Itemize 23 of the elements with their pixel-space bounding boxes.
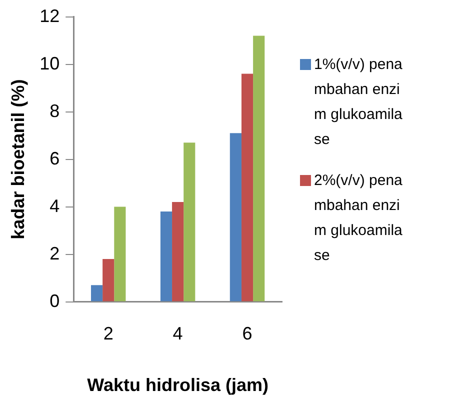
bar — [160, 212, 172, 302]
x-tick-label: 2 — [103, 324, 114, 344]
x-tick-label: 6 — [242, 324, 252, 344]
y-tick-label: 2 — [50, 243, 60, 264]
y-tick-label: 12 — [40, 6, 60, 26]
bar — [184, 142, 196, 302]
bar — [241, 74, 254, 302]
y-tick-label: 4 — [50, 196, 60, 216]
bar — [253, 36, 265, 302]
bar — [90, 285, 103, 302]
y-tick-label: 6 — [50, 148, 60, 168]
bar — [114, 206, 126, 302]
y-axis-title: kadar bioetanil (%) — [8, 79, 28, 240]
legend-label: 2%(v/v) penambahan enzim glukoamilase — [314, 171, 404, 266]
bar — [102, 259, 114, 302]
y-tick-label: 0 — [50, 290, 60, 311]
legend-label: 1%(v/v) penambahan enzim glukoamilase — [314, 55, 404, 150]
x-tick-label: 4 — [172, 324, 183, 344]
y-tick-label: 10 — [40, 53, 60, 74]
y-tick-label: 8 — [50, 100, 60, 121]
bar — [172, 202, 184, 302]
bar — [230, 133, 242, 302]
x-axis-title: Waktu hidrolisa (jam) — [87, 375, 268, 396]
